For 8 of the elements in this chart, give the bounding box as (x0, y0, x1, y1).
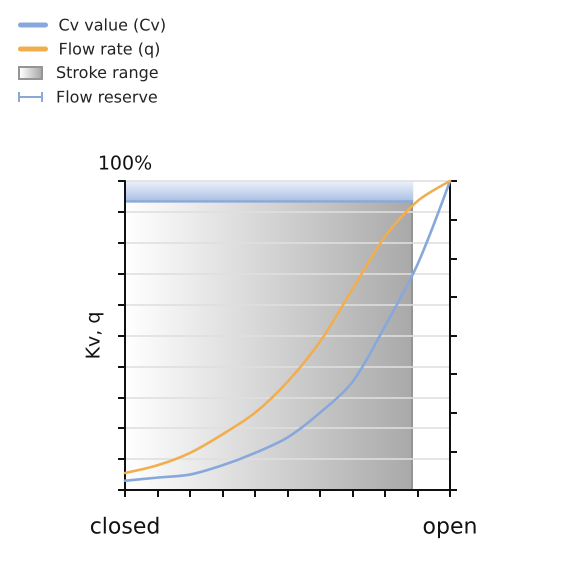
legend-label: Cv value (Cv) (58, 16, 166, 34)
x-tick-label: open (422, 514, 478, 540)
x-tick-label: closed (90, 514, 160, 540)
y-axis-title: Kv, q (82, 312, 104, 360)
text: Stroke range (56, 63, 159, 82)
text: 100% (98, 152, 152, 174)
legend-label: Flow reserve (56, 88, 158, 106)
legend-label: Flow rate (q) (58, 40, 160, 58)
